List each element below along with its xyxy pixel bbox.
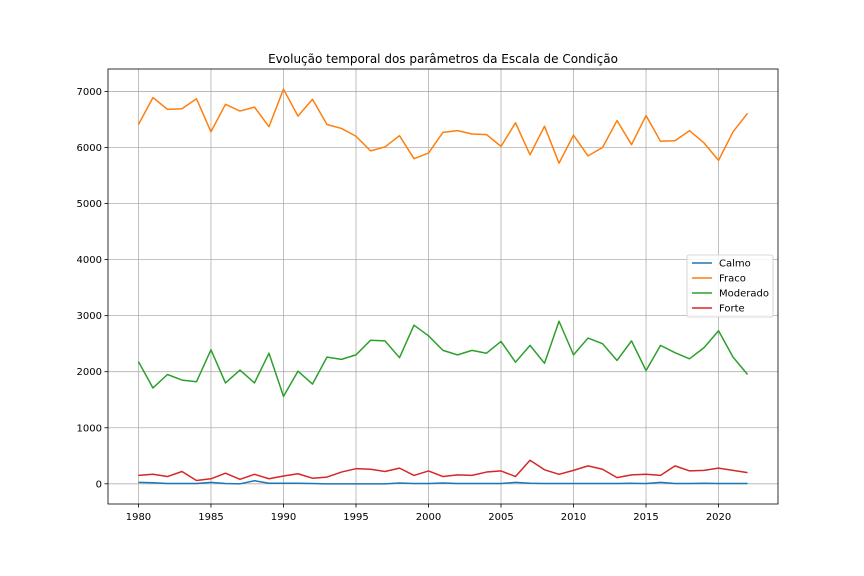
x-tick-label: 2005	[488, 512, 513, 523]
y-tick-label: 7000	[77, 87, 102, 98]
x-axis-ticks: 1980 1985 1990 1995 2000 2005 2010 2015 2020	[126, 504, 731, 523]
y-axis-ticks: 0 1000 2000 3000 4000 5000 6000 7000	[77, 87, 108, 490]
legend-label-forte: Forte	[719, 304, 745, 315]
legend-box	[686, 254, 774, 318]
y-tick-label: 0	[96, 479, 102, 490]
x-tick-label: 1995	[343, 512, 368, 523]
x-tick-label: 1985	[198, 512, 223, 523]
y-tick-label: 1000	[77, 423, 102, 434]
y-tick-label: 4000	[77, 255, 102, 266]
y-tick-label: 5000	[77, 199, 102, 210]
series-line-calmo	[138, 479, 748, 485]
series-line-fraco	[137, 88, 749, 164]
chart-title: Evolução temporal dos parâmetros da Esca…	[268, 52, 618, 66]
grid-lines	[108, 69, 778, 504]
x-tick-label: 2015	[633, 512, 658, 523]
series-lines	[137, 88, 749, 485]
x-tick-label: 1990	[271, 512, 296, 523]
series-line-forte	[138, 459, 748, 482]
legend-label-fraco: Fraco	[719, 274, 746, 285]
legend: Calmo Fraco Moderado Forte	[686, 254, 774, 318]
series-line-moderado	[137, 320, 749, 398]
y-tick-label: 2000	[77, 367, 102, 378]
y-tick-label: 3000	[77, 311, 102, 322]
x-tick-label: 2000	[416, 512, 441, 523]
x-tick-label: 2010	[561, 512, 586, 523]
x-tick-label: 1980	[126, 512, 151, 523]
legend-label-calmo: Calmo	[719, 259, 751, 270]
x-tick-label: 2020	[706, 512, 731, 523]
legend-label-moderado: Moderado	[719, 289, 769, 300]
plot-area-frame	[107, 68, 779, 505]
y-tick-label: 6000	[77, 143, 102, 154]
